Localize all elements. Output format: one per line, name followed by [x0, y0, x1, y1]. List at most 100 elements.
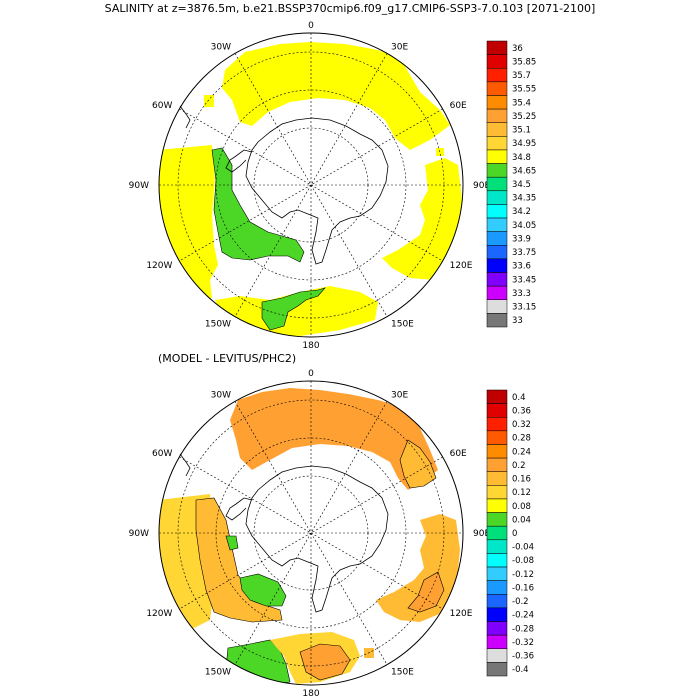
- panel1-south-america-coast: [179, 105, 191, 129]
- panel2-lon-label: 30E: [391, 390, 408, 400]
- panel1-colorbar-box: [486, 54, 508, 69]
- panel1-colorbar-box: [486, 149, 508, 164]
- panel1-fields: [159, 42, 462, 336]
- panel2-lon-label: 120E: [450, 609, 473, 619]
- panel1-lon-labels: 0 30E 60E 90E 120E 150E 180 150W 120W 90W 60W 30W: [129, 21, 491, 351]
- panel2-colorbar-label: -0.24: [512, 611, 534, 621]
- panel2-colorbar-label: 0.08: [512, 502, 531, 512]
- panel1-lon-label: 120W: [146, 261, 172, 271]
- panel1-field-atlantic-yellow: [222, 42, 450, 150]
- panel1-lon-label: 90E: [473, 181, 490, 191]
- panel2-colorbar-box: [486, 512, 508, 527]
- panel1-colorbar-label: 34.95: [512, 139, 536, 149]
- panel1-lon-label: 30W: [211, 42, 231, 52]
- panel2-fields: [159, 388, 460, 685]
- panel2-colorbar-label: 0.28: [512, 434, 531, 444]
- panel1-colorbar-box: [486, 204, 508, 219]
- panel1-lon-label: 150W: [205, 320, 231, 330]
- panel2-colorbar-box: [486, 416, 508, 432]
- panel2-antarctica-coast: [245, 465, 389, 613]
- panel1-colorbar-box: [486, 313, 508, 328]
- panel2-colorbar-box: [486, 580, 508, 595]
- panel1-colorbar-label: 33.9: [512, 234, 531, 244]
- panel1-colorbar-box: [486, 108, 508, 123]
- panel1-antarctica-coast: [245, 117, 389, 265]
- panel1-colorbar-label: 35.85: [512, 57, 536, 67]
- panel2-colorbar-label: 0: [512, 529, 517, 539]
- panel2-lon-label: 90W: [129, 529, 149, 539]
- panel1-lon-label: 60E: [450, 101, 467, 111]
- panel2-field-east-dark: [407, 571, 445, 613]
- panel2-field-west-orange: [195, 497, 283, 623]
- panel2-colorbar-label: -0.16: [512, 583, 534, 593]
- panel2-lon-label: 90E: [473, 529, 490, 539]
- panel1-colorbar-label: 34.05: [512, 221, 536, 231]
- panel2-map: 0 30E 60E 90E 120E 150E 180 150W 120W 90W 60W 30W: [129, 369, 491, 699]
- panel2-field-atlantic-orange: [230, 388, 438, 490]
- panel2-colorbar-label: -0.28: [512, 624, 534, 634]
- panel2-lon-label: 60W: [152, 449, 172, 459]
- panel2-south-america-coast: [179, 453, 191, 477]
- panel1-colorbar-label: 33.3: [512, 289, 531, 299]
- panel2-colorbar: 0.4 0.36 0.32 0.28 0.24 0.2 0.16 0.12 0.08 0.04 0 -…: [486, 389, 534, 677]
- panel1-colorbar-box: [486, 231, 508, 246]
- panel1-lon-label: 60W: [152, 101, 172, 111]
- panel2-lon-label: 30W: [211, 390, 231, 400]
- panel1-field-island-4: [350, 300, 360, 310]
- panel2-field-atlantic-edge-light: [399, 439, 437, 489]
- panel1-field-green-south: [261, 287, 326, 331]
- panel2-field-island-2: [244, 398, 254, 408]
- panel1-lon-label: 150E: [391, 320, 414, 330]
- panel1-colorbar-label: 34.35: [512, 194, 536, 204]
- panel2-colorbar-box: [486, 389, 508, 404]
- panel1-colorbar-box: [486, 163, 508, 178]
- panel1-lon-label: 180: [302, 341, 319, 351]
- panel2-colorbar-box: [486, 457, 508, 472]
- panel1-field-south-yellow: [215, 286, 378, 336]
- panel1-map-border: [158, 32, 464, 338]
- panel2-title: (MODEL - LEVITUS/PHC2): [158, 352, 297, 365]
- panel2-colorbar-box: [486, 621, 508, 636]
- panel1-lon-label: 30E: [391, 42, 408, 52]
- panel1-colorbar-label: 33: [512, 316, 523, 326]
- panel1-map: 0 30E 60E 90E 120E 150E 180 150W 120W 90W 60W 30W: [129, 21, 491, 351]
- panel2-colorbar-box: [486, 662, 508, 677]
- panel1-colorbar-box: [486, 176, 508, 192]
- panel2-colorbar-box: [486, 403, 508, 418]
- panel2-colorbar-label: 0.4: [512, 393, 526, 403]
- panel1-colorbar-box: [486, 95, 508, 110]
- panel1-colorbar-label: 33.6: [512, 262, 531, 272]
- panel1-field-west-yellow: [159, 145, 218, 300]
- panel1-peninsula-coast: [225, 149, 253, 173]
- panel1-colorbar-label: 35.25: [512, 112, 536, 122]
- panel2-colorbar-label: 0.04: [512, 515, 531, 525]
- panel1-colorbar-label: 36: [512, 44, 523, 54]
- panel2-colorbar-label: -0.04: [512, 543, 534, 553]
- panel1-colorbar-box: [486, 190, 508, 205]
- panel1-lon-label: 90W: [129, 181, 149, 191]
- panel2-field-green-west: [239, 573, 287, 607]
- panel1-field-island-2: [394, 74, 406, 84]
- panel2-colorbar-label: -0.12: [512, 570, 534, 580]
- panel1-colorbar-label: 33.45: [512, 275, 536, 285]
- panel2-lon-label: 180: [302, 689, 319, 699]
- panel2-colorbar-label: 0.16: [512, 475, 531, 485]
- panel1-colorbar-label: 35.7: [512, 71, 531, 81]
- panel2-field-south-orange: [299, 643, 351, 681]
- panel1-colorbar-box: [486, 245, 508, 260]
- panel1-colorbar-label: 34.5: [512, 180, 531, 190]
- panel2-lon-label: 120W: [146, 609, 172, 619]
- panel2-colorbar-label: 0.24: [512, 447, 531, 457]
- panel1-colorbar-label: 34.2: [512, 207, 531, 217]
- panel1-colorbar-box: [486, 40, 508, 55]
- panel1-colorbar-label: 35.4: [512, 98, 531, 108]
- panel1-colorbar-label: 33.15: [512, 303, 536, 313]
- panel1-colorbar-box: [486, 136, 508, 151]
- panel2-colorbar-box: [486, 444, 508, 459]
- panel1-field-east-yellow: [382, 158, 462, 280]
- panel2-colorbar-label: 0.12: [512, 488, 531, 498]
- panel1-colorbar-box: [486, 81, 508, 96]
- panel1-colorbar-box: [486, 217, 508, 232]
- panel2-lon-labels: 0 30E 60E 90E 120E 150E 180 150W 120W 90W 60W 30W: [129, 369, 491, 699]
